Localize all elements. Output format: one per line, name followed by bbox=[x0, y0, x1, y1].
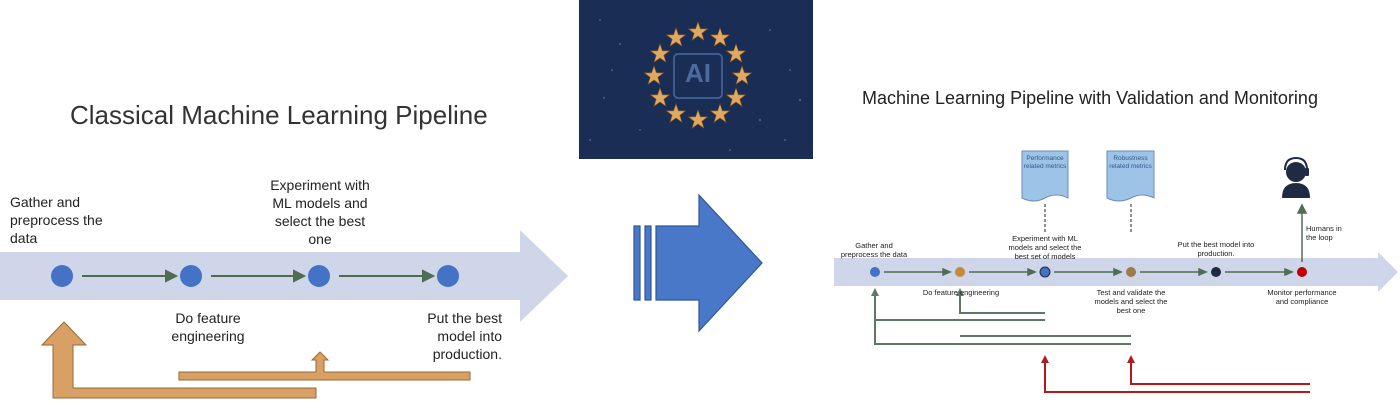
doc-robustness-icon bbox=[1106, 150, 1155, 202]
doc-performance-icon bbox=[1021, 150, 1069, 202]
right-node-feature bbox=[955, 267, 965, 277]
left-node-gather bbox=[51, 265, 73, 287]
left-step-experiment: Experiment with ML models and select the… bbox=[270, 177, 370, 247]
ai-image-label: AI bbox=[685, 58, 711, 88]
right-node-gather bbox=[870, 267, 880, 277]
right-node-monitor bbox=[1297, 267, 1307, 277]
center-transform-arrow bbox=[633, 193, 763, 333]
right-step-production: Put the best model into production. bbox=[1177, 240, 1255, 258]
right-green-feedback bbox=[874, 294, 1131, 345]
left-node-production bbox=[437, 265, 459, 287]
human-feedback-arrow bbox=[1296, 203, 1308, 262]
right-step-feature: Do feature engineering bbox=[922, 288, 1000, 297]
right-node-experiment bbox=[1039, 266, 1051, 278]
left-step-gather: Gather and preprocess the data bbox=[10, 194, 103, 246]
human-icon bbox=[1282, 156, 1310, 198]
right-step-monitor: Monitor performance and compliance bbox=[1267, 288, 1337, 306]
right-step-gather: Gather and preprocess the data bbox=[840, 241, 908, 259]
left-title: Classical Machine Learning Pipeline bbox=[70, 100, 488, 130]
right-node-validate bbox=[1126, 267, 1136, 277]
right-step-experiment: Experiment with ML models and select the… bbox=[1008, 234, 1082, 261]
left-step-production: Put the best model into production. bbox=[427, 310, 502, 362]
right-title: Machine Learning Pipeline with Validatio… bbox=[862, 88, 1318, 108]
left-node-experiment bbox=[308, 265, 330, 287]
doc-robustness-label: Robustness related metrics bbox=[1109, 155, 1152, 170]
left-step-feature: Do feature engineering bbox=[171, 310, 245, 344]
eu-ai-stars-image bbox=[579, 0, 813, 159]
human-label: Humans in the loop bbox=[1306, 224, 1342, 242]
left-node-feature bbox=[180, 265, 202, 287]
right-red-feedback bbox=[1044, 362, 1310, 393]
right-node-production bbox=[1211, 267, 1221, 277]
doc-performance-label: Performance related metrics bbox=[1023, 155, 1067, 170]
left-feedback-arrows bbox=[40, 321, 471, 399]
right-step-validate: Test and validate the models and select … bbox=[1094, 288, 1168, 315]
